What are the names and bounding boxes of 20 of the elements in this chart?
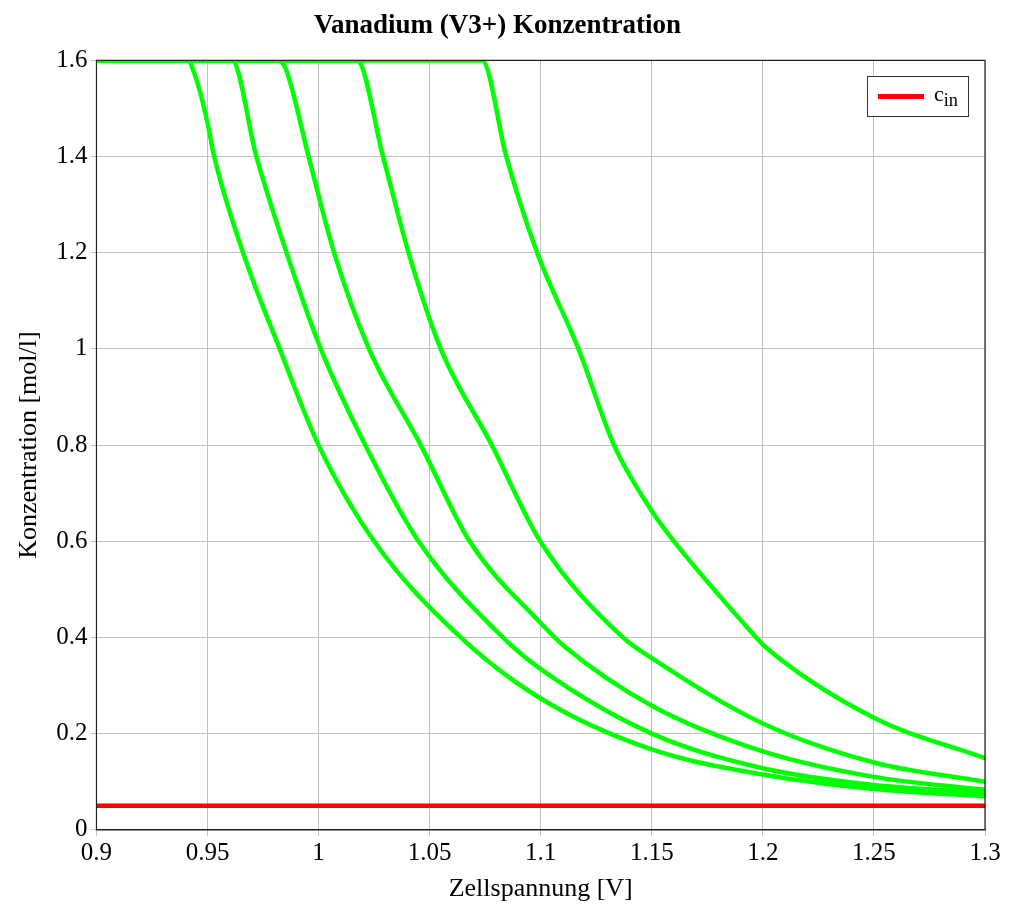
- x-tick-label: 1.15: [629, 838, 674, 866]
- x-tick-label: 0.95: [185, 838, 230, 866]
- x-tick-label: 1.1: [525, 838, 557, 866]
- y-tick-label: 1.6: [56, 44, 88, 72]
- x-tick-label: 1.2: [747, 838, 779, 866]
- y-tick-label: 0.8: [56, 429, 88, 457]
- y-tick-label: 0.4: [56, 622, 88, 650]
- chart-title: Vanadium (V3+) Konzentration: [314, 9, 681, 40]
- y-tick-label: 1: [74, 333, 88, 361]
- legend-label: c$_{in}$: [934, 81, 959, 112]
- y-tick-label: 1.2: [56, 237, 88, 265]
- y-tick-label: 0.6: [56, 525, 88, 553]
- x-axis-title: Zellspannung [V]: [448, 873, 633, 903]
- y-tick-label: 1.4: [56, 141, 88, 169]
- x-tick-label: 1.3: [969, 838, 1001, 866]
- x-tick-label: 1: [312, 838, 325, 866]
- y-tick-label: 0.2: [56, 718, 88, 746]
- x-tick-label: 1.05: [407, 838, 452, 866]
- x-tick-label: 1.25: [852, 838, 896, 866]
- y-axis-title: Konzentration [mol/l]: [13, 331, 43, 559]
